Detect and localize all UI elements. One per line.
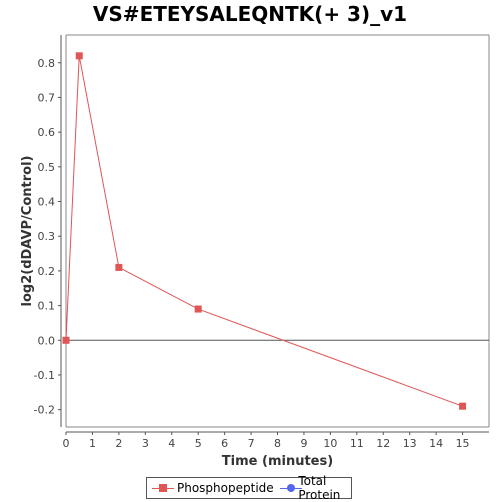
chart-title: VS#ETEYSALEQNTK(+ 3)_v1: [92, 2, 408, 26]
legend-swatch-total-protein: [279, 483, 302, 493]
y-tick-label: 0.5: [38, 161, 56, 174]
y-tick-label: -0.2: [34, 404, 55, 417]
y-axis-label: log2(dDAVP/Control): [20, 156, 35, 307]
y-tick-label: 0.6: [38, 126, 56, 139]
series-layer: [62, 52, 467, 410]
x-tick-label: 1: [89, 437, 96, 450]
x-tick-label: 5: [195, 437, 202, 450]
y-axis: -0.2 -0.1 0.0 0.1 0.2 0.3 0.4 0.5 0.6 0.7 0.8: [34, 35, 62, 427]
x-tick-label: 2: [115, 437, 122, 450]
x-tick-label: 8: [274, 437, 281, 450]
y-tick-label: -0.1: [34, 369, 55, 382]
x-tick-label: 4: [168, 437, 175, 450]
y-tick-label: 0.0: [38, 334, 56, 347]
legend-label-total-protein: Total Protein: [298, 474, 341, 502]
legend-item-phosphopeptide: Phosphopeptide: [152, 481, 274, 495]
legend-item-total-protein: Total Protein: [279, 474, 351, 502]
x-axis: 0 1 2 3 4 5 6 7 8 9 10 11 12 13 14 15: [63, 431, 489, 450]
plot-background: [66, 35, 489, 427]
x-axis-label: Time (minutes): [222, 454, 333, 469]
x-tick-label: 13: [403, 437, 417, 450]
plot-area: [65, 34, 490, 428]
data-point-phosphopeptide: [62, 336, 70, 344]
x-tick-label: 10: [323, 437, 337, 450]
x-tick-label: 0: [63, 437, 70, 450]
data-point-phosphopeptide: [75, 52, 83, 60]
legend-swatch-phosphopeptide: [152, 483, 174, 493]
y-tick-label: 0.3: [38, 230, 56, 243]
legend: Phosphopeptide Total Protein: [146, 474, 352, 502]
data-point-phosphopeptide: [459, 402, 467, 410]
y-tick-label: 0.1: [38, 300, 56, 313]
x-tick-label: 9: [300, 437, 307, 450]
y-tick-label: 0.2: [38, 265, 56, 278]
data-point-phosphopeptide: [115, 263, 123, 271]
x-tick-label: 15: [456, 437, 470, 450]
x-tick-label: 3: [142, 437, 149, 450]
x-tick-label: 7: [248, 437, 255, 450]
y-tick-label: 0.7: [38, 91, 56, 104]
data-point-phosphopeptide: [194, 305, 202, 313]
x-tick-label: 6: [221, 437, 228, 450]
y-tick-label: 0.8: [38, 57, 56, 70]
x-tick-label: 12: [376, 437, 390, 450]
legend-label-phosphopeptide: Phosphopeptide: [177, 481, 274, 495]
x-tick-label: 11: [350, 437, 364, 450]
x-tick-label: 14: [429, 437, 443, 450]
y-tick-label: 0.4: [38, 196, 56, 209]
